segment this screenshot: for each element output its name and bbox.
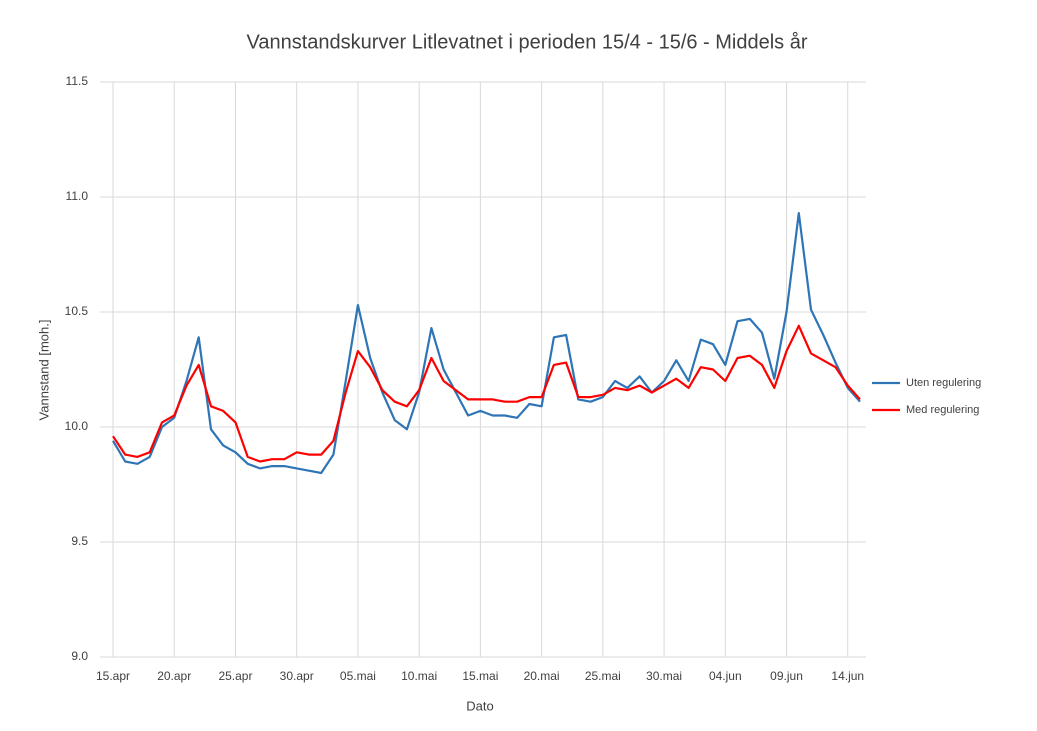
x-tick-label: 09.jun — [770, 669, 803, 683]
y-tick-label: 10.0 — [65, 419, 89, 433]
series-line — [112, 324, 861, 463]
x-tick-label: 14.jun — [831, 669, 864, 683]
x-tick-label: 30.mai — [646, 669, 682, 683]
x-tick-label: 04.jun — [709, 669, 742, 683]
series-line — [112, 212, 861, 475]
x-tick-label: 20.apr — [157, 669, 191, 683]
y-tick-label: 11.5 — [66, 74, 89, 88]
x-tick-label: 30.apr — [280, 669, 314, 683]
legend-label: Med regulering — [906, 404, 979, 416]
x-tick-label: 25.mai — [585, 669, 621, 683]
legend-label: Uten regulering — [906, 377, 981, 389]
chart-title: Vannstandskurver Litlevatnet i perioden … — [246, 31, 807, 53]
y-tick-label: 9.5 — [71, 534, 88, 548]
x-tick-label: 05.mai — [340, 669, 376, 683]
y-axis-label: Vannstand [moh.] — [36, 320, 51, 421]
y-tick-label: 11.0 — [66, 189, 89, 203]
y-tick-label: 9.0 — [71, 649, 88, 663]
x-tick-label: 20.mai — [524, 669, 560, 683]
x-tick-label: 10.mai — [401, 669, 437, 683]
x-tick-label: 15.mai — [462, 669, 498, 683]
y-tick-label: 10.5 — [65, 304, 89, 318]
x-tick-label: 15.apr — [96, 669, 130, 683]
x-axis-label: Dato — [466, 698, 493, 713]
x-tick-label: 25.apr — [218, 669, 252, 683]
